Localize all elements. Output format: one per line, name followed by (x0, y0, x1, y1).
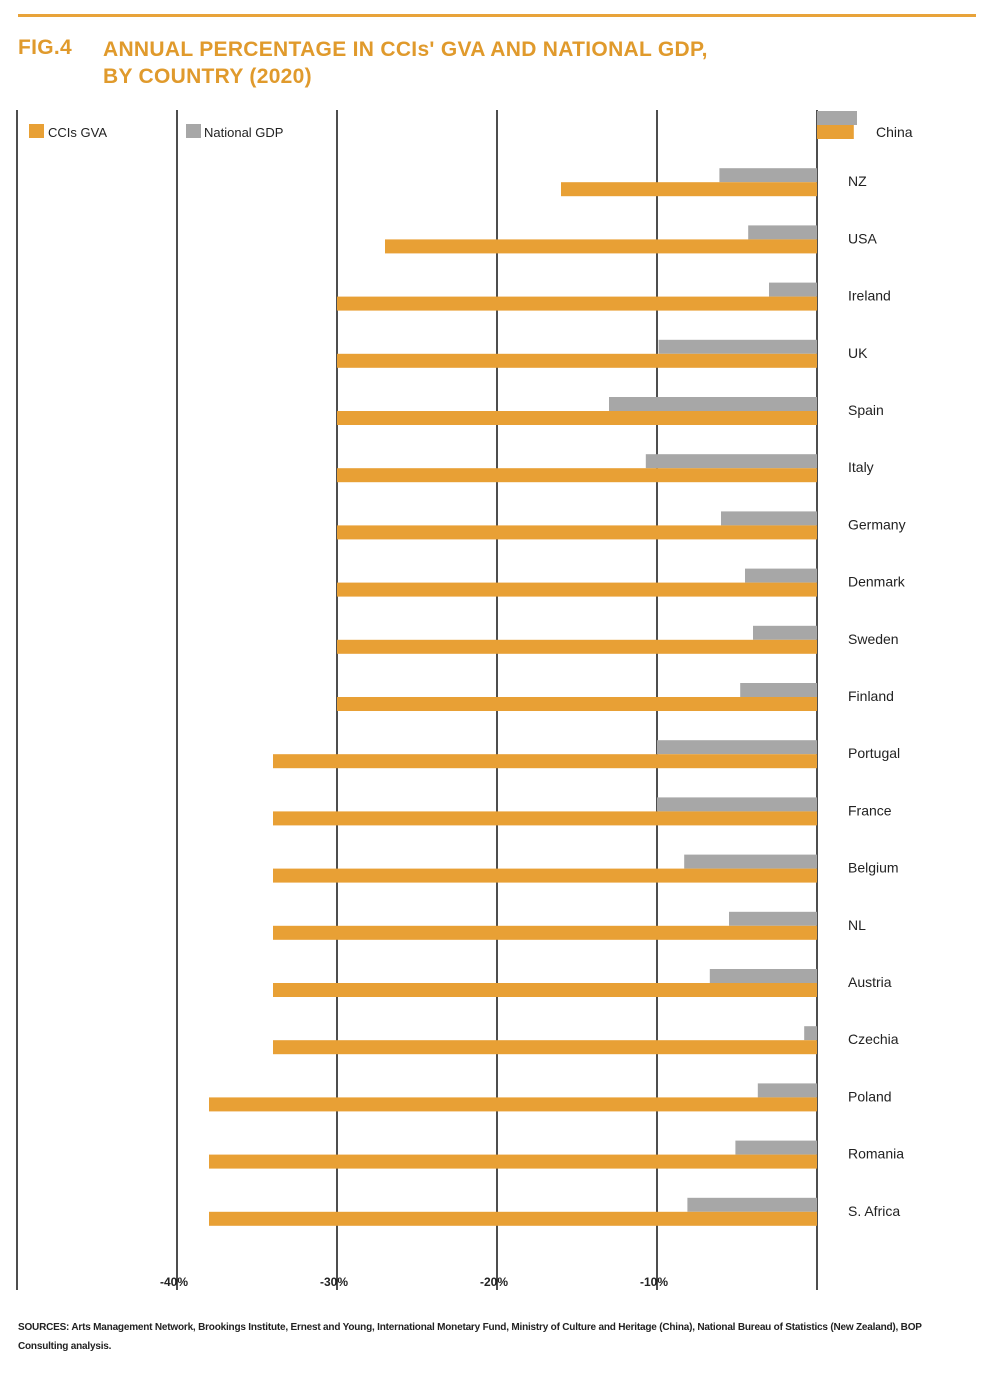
country-label: Germany (848, 516, 906, 532)
country-label: S. Africa (848, 1203, 900, 1219)
gdp-bar (757, 1083, 817, 1098)
gdp-bar (684, 854, 817, 869)
cci-bar (273, 811, 817, 826)
country-label: Spain (848, 402, 884, 418)
legend-swatch (29, 124, 44, 138)
country-label: France (848, 802, 892, 818)
country-label: NL (848, 917, 866, 933)
cci-bar (273, 925, 817, 940)
gdp-bar (721, 511, 817, 526)
x-tick-label: -10% (640, 1275, 668, 1289)
country-label: Poland (848, 1088, 892, 1104)
gdp-bar (804, 1026, 817, 1041)
gdp-bar (609, 397, 817, 411)
cci-bar (337, 296, 817, 311)
cci-bar (817, 125, 854, 139)
chart-title: ANNUAL PERCENTAGE IN CCIs' GVA AND NATIO… (103, 36, 863, 90)
gdp-bar (645, 454, 817, 469)
country-label: Portugal (848, 745, 900, 761)
cci-bar (385, 239, 817, 254)
country-label: Czechia (848, 1031, 899, 1047)
cci-bar (209, 1097, 817, 1112)
cci-bar (273, 868, 817, 883)
chart-title-line-1: ANNUAL PERCENTAGE IN CCIs' GVA AND NATIO… (103, 38, 708, 61)
cci-bar (337, 353, 817, 368)
cci-bar (561, 182, 817, 197)
gdp-bar (817, 111, 857, 125)
legend-label: CCIs GVA (48, 125, 107, 140)
country-label: Belgium (848, 860, 899, 876)
gdp-bar (658, 339, 817, 354)
gdp-bar (753, 625, 817, 640)
country-label: Denmark (848, 574, 906, 590)
gdp-bar (735, 1140, 817, 1155)
legend-swatch (186, 124, 201, 138)
country-label: NZ (848, 173, 867, 189)
sources-note: SOURCES: Arts Management Network, Brooki… (18, 1322, 922, 1352)
cci-bar (337, 468, 817, 483)
cci-bar (209, 1154, 817, 1169)
country-label: Ireland (848, 288, 891, 304)
gdp-bar (740, 683, 817, 697)
country-label: UK (848, 345, 868, 361)
gdp-bar (657, 740, 817, 755)
figure-number: FIG.4 (18, 36, 73, 59)
country-label: USA (848, 230, 877, 246)
cci-bar (209, 1211, 817, 1226)
cci-bar (337, 582, 817, 597)
country-label: Romania (848, 1146, 904, 1162)
cci-bar (337, 411, 817, 425)
gdp-bar (745, 568, 817, 583)
cci-bar (337, 525, 817, 540)
gdp-bar (657, 797, 817, 812)
cci-bar (273, 754, 817, 769)
gdp-bar (709, 969, 817, 983)
x-tick-label: -20% (480, 1275, 508, 1289)
country-label: Sweden (848, 631, 899, 647)
bar-chart: China NZ USA Ireland UK Spain Italy Germany Denm… (16, 110, 913, 1290)
cci-bar (337, 697, 817, 711)
country-label: Austria (848, 974, 892, 990)
country-label: China (876, 124, 913, 140)
gdp-bar (729, 911, 817, 926)
cci-bar (273, 1040, 817, 1055)
gdp-bar (719, 168, 817, 183)
country-label: Italy (848, 459, 874, 475)
x-tick-label: -30% (320, 1275, 348, 1289)
top-rule (18, 14, 976, 17)
gdp-bar (687, 1197, 817, 1212)
cci-bar (337, 639, 817, 654)
country-label: Finland (848, 688, 894, 704)
chart-title-line-2: BY COUNTRY (2020) (103, 65, 312, 88)
x-tick-label: -40% (160, 1275, 188, 1289)
cci-bar (273, 983, 817, 997)
legend-label: National GDP (204, 125, 283, 140)
gdp-bar (769, 282, 817, 297)
gdp-bar (748, 225, 817, 240)
